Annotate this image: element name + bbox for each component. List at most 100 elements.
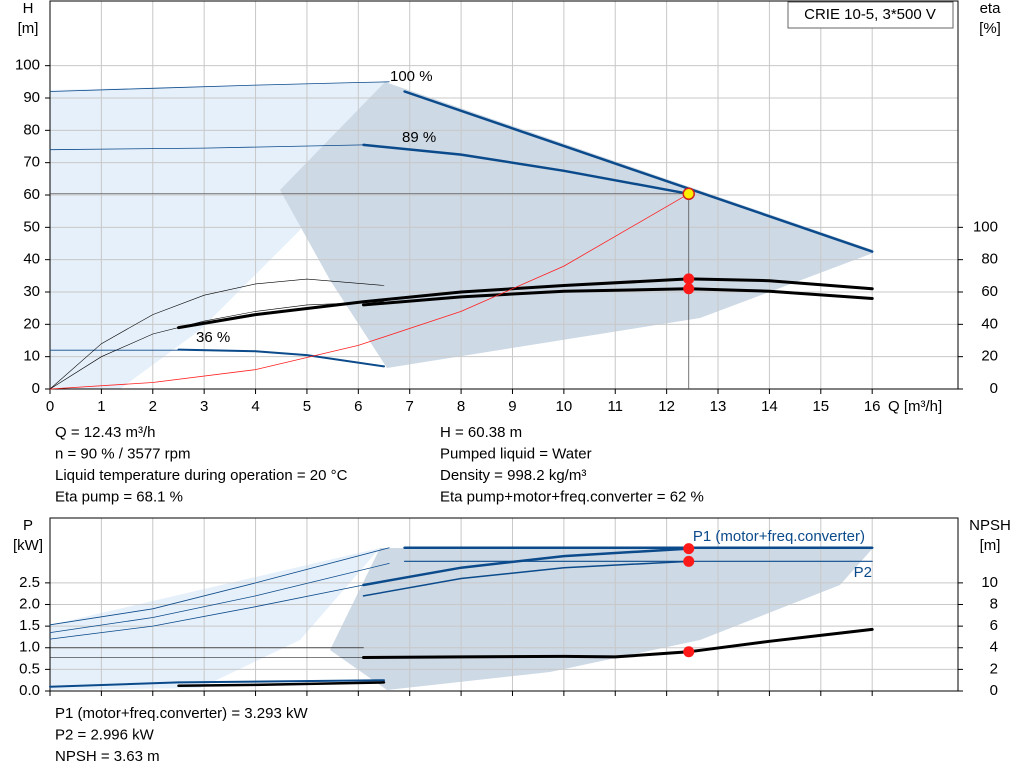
y2-tick-label: 10 xyxy=(981,574,998,591)
curve xyxy=(49,563,390,633)
y-tick-label: 30 xyxy=(23,283,40,300)
x-tick-label: 4 xyxy=(251,398,259,415)
readout: NPSH = 3.63 m xyxy=(55,748,160,765)
readout: H = 60.38 m xyxy=(440,424,522,441)
range-area-light xyxy=(50,82,385,389)
operating-point xyxy=(682,187,695,201)
operating-point xyxy=(683,543,695,555)
y-tick-label: 70 xyxy=(23,154,40,171)
x-tick-label: 0 xyxy=(46,398,54,415)
curve-label: 100 % xyxy=(390,68,433,85)
curve xyxy=(49,301,385,390)
operating-point xyxy=(683,646,695,658)
readout: P1 (motor+freq.converter) = 3.293 kW xyxy=(55,705,308,722)
y-tick-label: 50 xyxy=(23,218,40,235)
curve xyxy=(403,90,874,253)
y-tick-label: 0.0 xyxy=(19,682,40,699)
y-tick-label: 40 xyxy=(23,251,40,268)
curve xyxy=(362,143,690,196)
plot: 0.0 0.5 1.0 1.5 2.0 2.5 0 2 4 6 8 10 P [kW] NPSH [m] P1 … xyxy=(13,517,1011,765)
y-axis-label: P xyxy=(23,517,33,534)
curve xyxy=(49,144,364,151)
curve xyxy=(49,679,385,688)
y2-tick-label: 8 xyxy=(990,595,998,612)
x-axis-label: Q [m³/h] xyxy=(888,398,942,415)
y2-tick-label: 60 xyxy=(981,283,998,300)
plot: 0 1 2 3 4 5 6 7 8 9 10 11 12 13 14 15 160102030405060708… xyxy=(15,0,1001,505)
operating-point xyxy=(683,283,695,295)
readout: Density = 998.2 kg/m³ xyxy=(440,467,586,484)
curve xyxy=(49,278,385,390)
readout: Liquid temperature during operation = 20… xyxy=(55,467,348,484)
x-tick-label: 6 xyxy=(354,398,362,415)
y-axis-label: [kW] xyxy=(13,537,43,554)
x-tick-label: 12 xyxy=(658,398,675,415)
readout: P2 = 2.996 kW xyxy=(55,726,155,743)
y-tick-label: 60 xyxy=(23,186,40,203)
x-tick-label: 15 xyxy=(812,398,829,415)
curve xyxy=(362,547,690,587)
y-axis-label: [m] xyxy=(18,20,39,37)
readout: Eta pump = 68.1 % xyxy=(55,488,183,505)
x-tick-label: 16 xyxy=(864,398,881,415)
y2-axis-label: [%] xyxy=(979,20,1001,37)
curve-label: 36 % xyxy=(196,329,230,346)
power-area xyxy=(330,548,873,690)
curve xyxy=(177,348,385,368)
y-tick-label: 10 xyxy=(23,348,40,365)
x-tick-label: 14 xyxy=(761,398,778,415)
y2-tick-label: 4 xyxy=(990,639,998,656)
y-tick-label: 1.5 xyxy=(19,617,40,634)
plot-frame xyxy=(49,0,959,390)
x-tick-label: 5 xyxy=(303,398,311,415)
curve xyxy=(362,560,690,597)
y2-tick-label: 40 xyxy=(981,315,998,332)
x-tick-label: 10 xyxy=(556,398,573,415)
operating-point xyxy=(683,273,695,285)
curve xyxy=(49,193,690,390)
curve-label: 89 % xyxy=(402,129,436,146)
x-tick-label: 11 xyxy=(607,398,623,415)
y2-tick-label: 0 xyxy=(990,682,998,699)
x-tick-label: 1 xyxy=(97,398,105,415)
y-tick-label: 80 xyxy=(23,121,40,138)
y-tick-label: 0.5 xyxy=(19,660,40,677)
y2-tick-label: 0 xyxy=(990,380,998,397)
curve xyxy=(49,547,390,626)
y-axis-label: H xyxy=(23,0,34,17)
y2-tick-label: 20 xyxy=(981,348,998,365)
curve xyxy=(177,681,386,688)
curve xyxy=(362,287,874,307)
y2-tick-label: 100 xyxy=(973,218,998,235)
readout: n = 90 % / 3577 rpm xyxy=(55,445,191,462)
x-tick-label: 9 xyxy=(508,398,516,415)
y2-tick-label: 80 xyxy=(981,251,998,268)
power-area-light xyxy=(50,548,380,690)
y-tick-label: 1.0 xyxy=(19,639,40,656)
info-text: CRIE 10-5, 3*500 V xyxy=(804,6,936,23)
curve xyxy=(49,81,390,92)
y-tick-label: 0 xyxy=(32,380,40,397)
info-box xyxy=(787,1,954,29)
curve-label: P2 xyxy=(854,564,872,581)
y-tick-label: 2.5 xyxy=(19,574,40,591)
x-tick-label: 2 xyxy=(149,398,157,415)
curve xyxy=(49,584,364,640)
readout: Pumped liquid = Water xyxy=(440,445,592,462)
x-tick-label: 13 xyxy=(710,398,727,415)
readout: Eta pump+motor+freq.converter = 62 % xyxy=(440,488,704,505)
y-tick-label: 20 xyxy=(23,315,40,332)
y2-axis-label: [m] xyxy=(980,537,1001,554)
y2-axis-label: NPSH xyxy=(969,517,1011,534)
y-tick-label: 2.0 xyxy=(19,595,40,612)
readout: Q = 12.43 m³/h xyxy=(55,424,155,441)
y2-tick-label: 2 xyxy=(990,660,998,677)
y2-tick-label: 6 xyxy=(990,617,998,634)
x-tick-label: 3 xyxy=(200,398,208,415)
curve-label: P1 (motor+freq.converter) xyxy=(693,528,865,545)
curve xyxy=(362,627,874,659)
operating-point xyxy=(683,555,695,567)
y-tick-label: 100 xyxy=(15,57,40,74)
y-tick-label: 90 xyxy=(23,89,40,106)
